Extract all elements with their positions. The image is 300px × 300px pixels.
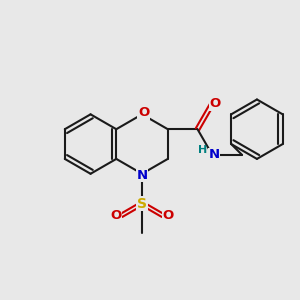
Text: S: S: [137, 196, 147, 211]
Text: N: N: [136, 169, 148, 182]
Text: O: O: [110, 209, 122, 222]
Text: O: O: [210, 97, 221, 110]
Text: O: O: [138, 106, 149, 119]
Text: N: N: [208, 148, 219, 161]
Text: H: H: [198, 146, 208, 155]
Text: O: O: [162, 209, 174, 222]
